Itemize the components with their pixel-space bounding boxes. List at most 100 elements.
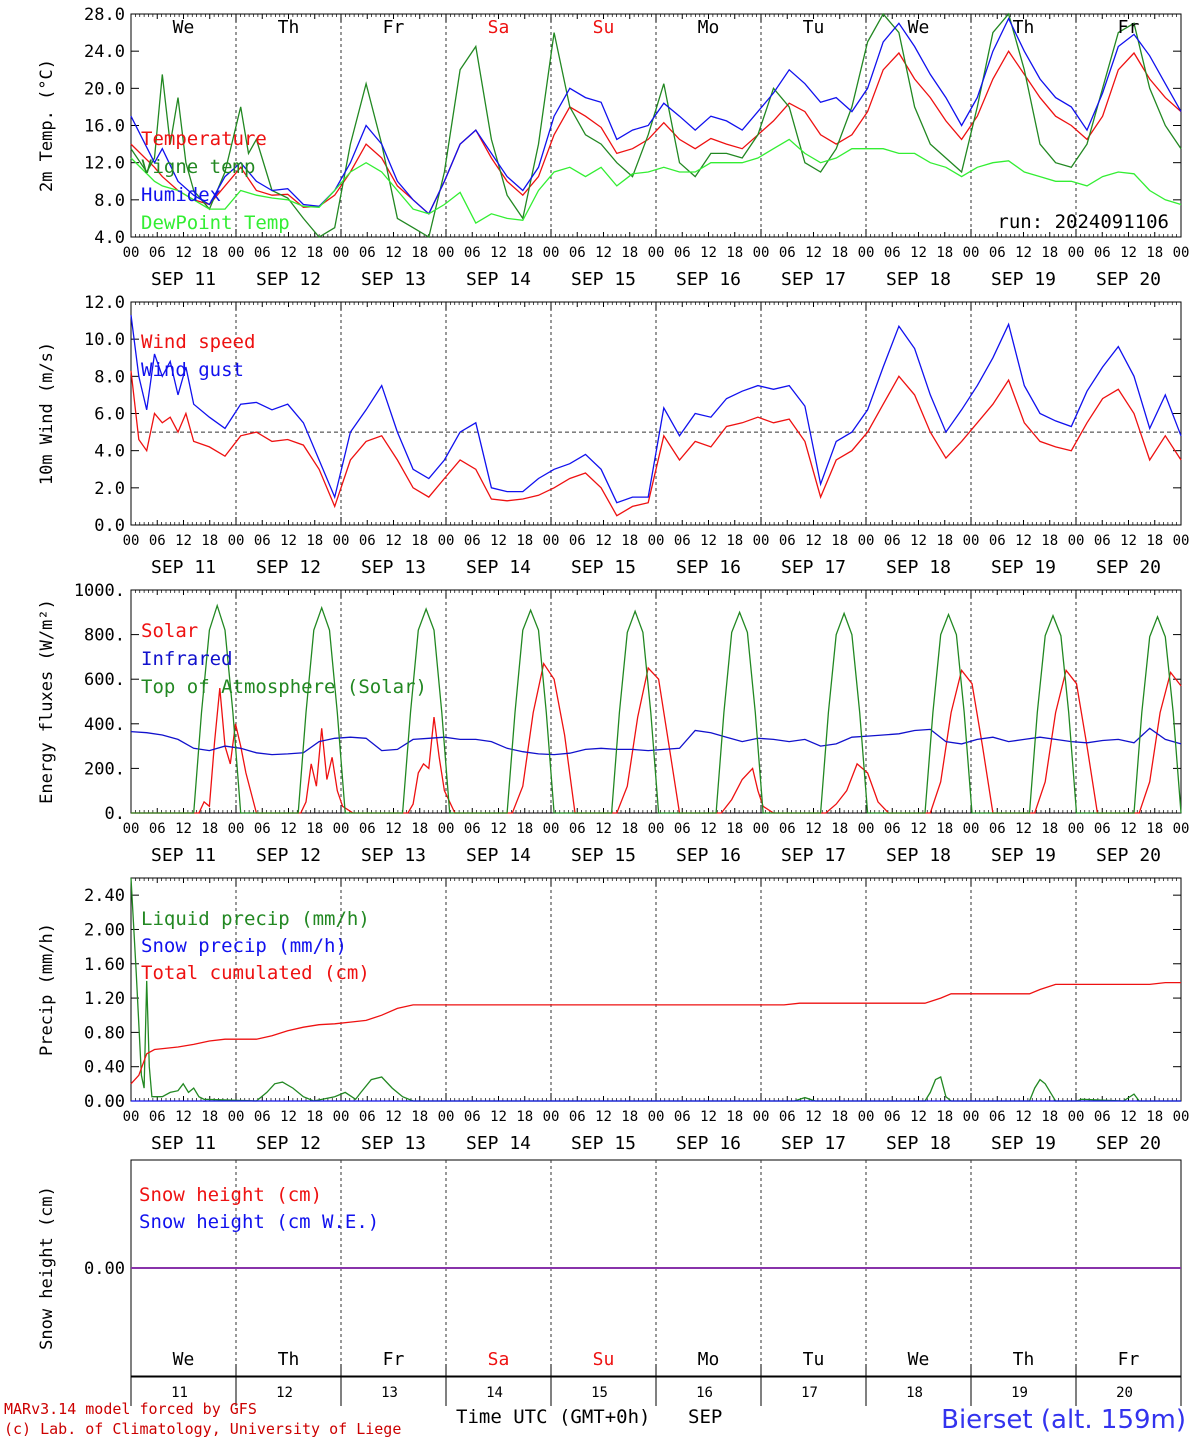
y-tick-label: 12.0 xyxy=(84,293,125,313)
hour-tick-label: 12 xyxy=(805,821,822,837)
hour-tick-label: 12 xyxy=(910,821,927,837)
day-name-label: Su xyxy=(593,1349,615,1370)
date-label: SEP 19 xyxy=(991,845,1056,866)
hour-tick-label: 00 xyxy=(963,533,980,549)
hour-tick-label: 06 xyxy=(569,245,586,261)
y-axis-label: 2m Temp. (°C) xyxy=(37,59,57,192)
date-label: SEP 18 xyxy=(886,845,951,866)
hour-tick-label: 00 xyxy=(543,533,560,549)
y-tick-label: 0.00 xyxy=(84,1259,125,1279)
y-tick-label: 16.0 xyxy=(84,117,125,137)
hour-tick-label: 00 xyxy=(123,821,140,837)
legend-entry: Vigne temp xyxy=(141,156,255,178)
hour-tick-label: 12 xyxy=(385,533,402,549)
y-tick-label: 800. xyxy=(84,626,125,646)
y-tick-label: 400. xyxy=(84,715,125,735)
hour-tick-label: 06 xyxy=(149,533,166,549)
hour-tick-label: 06 xyxy=(464,821,481,837)
day-number-label: 12 xyxy=(276,1385,293,1401)
series-line-energy-2 xyxy=(131,603,1182,814)
hour-tick-label: 00 xyxy=(648,245,665,261)
hour-tick-label: 18 xyxy=(411,245,428,261)
day-number-label: 20 xyxy=(1116,1385,1133,1401)
y-axis-label: Snow height (cm) xyxy=(37,1186,57,1350)
legend-entry: Total cumulated (cm) xyxy=(141,962,370,984)
date-label: SEP 14 xyxy=(466,845,531,866)
day-name-label: Mo xyxy=(698,1349,720,1370)
legend-entry: Top of Atmosphere (Solar) xyxy=(141,676,427,698)
date-label: SEP 17 xyxy=(781,1133,846,1154)
hour-tick-label: 00 xyxy=(438,245,455,261)
hour-tick-label: 18 xyxy=(306,533,323,549)
plot-frame xyxy=(130,301,1182,526)
y-tick-label: 0.40 xyxy=(84,1058,125,1078)
y-tick-label: 200. xyxy=(84,759,125,779)
hour-tick-label: 18 xyxy=(201,1109,218,1125)
hour-tick-label: 06 xyxy=(149,821,166,837)
day-number-label: 17 xyxy=(801,1385,818,1401)
hour-tick-label: 06 xyxy=(884,245,901,261)
hour-tick-label: 00 xyxy=(1068,245,1085,261)
date-label: SEP 19 xyxy=(991,269,1056,290)
date-label: SEP 18 xyxy=(886,557,951,578)
hour-tick-label: 12 xyxy=(1015,1109,1032,1125)
hour-tick-label: 12 xyxy=(595,821,612,837)
hour-tick-label: 00 xyxy=(1068,1109,1085,1125)
date-label: SEP 19 xyxy=(991,1133,1056,1154)
hour-tick-label: 06 xyxy=(149,1109,166,1125)
hour-tick-label: 12 xyxy=(910,533,927,549)
hour-tick-label: 18 xyxy=(1146,821,1163,837)
hour-tick-label: 12 xyxy=(490,1109,507,1125)
hour-tick-label: 06 xyxy=(1094,1109,1111,1125)
hour-tick-label: 06 xyxy=(779,245,796,261)
hour-tick-label: 00 xyxy=(333,1109,350,1125)
day-name-label: We xyxy=(908,17,930,38)
date-label: SEP 14 xyxy=(466,1133,531,1154)
panel-snow: 0.00 Snow height (cm) Snow height (cm) Snow… xyxy=(37,1159,1182,1406)
date-label: SEP 12 xyxy=(256,557,321,578)
date-label: SEP 20 xyxy=(1096,269,1161,290)
hour-tick-label: 00 xyxy=(1173,245,1190,261)
hour-tick-label: 06 xyxy=(359,533,376,549)
hour-tick-label: 18 xyxy=(306,1109,323,1125)
day-name-label: Fr xyxy=(383,1349,405,1370)
hour-tick-label: 18 xyxy=(936,245,953,261)
day-name-label: We xyxy=(173,1349,195,1370)
panel-precip: 0.00 0.40 0.80 1.20 1.60 2.00 2.40 Precip (mm/h… xyxy=(37,877,1189,1154)
day-name-label: Tu xyxy=(803,1349,825,1370)
y-axis-label: 10m Wind (m/s) xyxy=(37,342,57,485)
hour-tick-label: 00 xyxy=(543,821,560,837)
hour-tick-label: 12 xyxy=(595,1109,612,1125)
hour-tick-label: 12 xyxy=(1015,245,1032,261)
y-tick-label: 1000. xyxy=(74,581,125,601)
series-line-temperature-2 xyxy=(130,17,1182,215)
legend-entry: Humidex xyxy=(141,184,221,206)
hour-tick-label: 06 xyxy=(569,821,586,837)
date-label: SEP 11 xyxy=(151,269,216,290)
y-tick-label: 600. xyxy=(84,670,125,690)
plot-frame xyxy=(130,13,1182,238)
legend-entry: Wind speed xyxy=(141,331,255,353)
hour-tick-label: 18 xyxy=(831,245,848,261)
y-tick-label: 0.80 xyxy=(84,1023,125,1043)
hour-tick-label: 18 xyxy=(621,1109,638,1125)
day-name-label: Su xyxy=(593,17,615,38)
day-name-label: Sa xyxy=(488,17,510,38)
hour-tick-label: 12 xyxy=(175,533,192,549)
hour-tick-label: 06 xyxy=(674,533,691,549)
hour-tick-label: 18 xyxy=(726,1109,743,1125)
hour-tick-label: 18 xyxy=(306,245,323,261)
hour-tick-label: 00 xyxy=(858,821,875,837)
hour-tick-label: 12 xyxy=(910,245,927,261)
hour-tick-label: 18 xyxy=(726,533,743,549)
hour-tick-label: 06 xyxy=(674,821,691,837)
hour-tick-label: 06 xyxy=(1094,821,1111,837)
date-label: SEP 17 xyxy=(781,845,846,866)
hour-tick-label: 18 xyxy=(201,245,218,261)
hour-tick-label: 00 xyxy=(753,533,770,549)
station-name: Bierset (alt. 159m) xyxy=(941,1405,1186,1435)
date-label: SEP 16 xyxy=(676,269,741,290)
hour-tick-label: 12 xyxy=(175,821,192,837)
footer-model-line: MARv3.14 model forced by GFS xyxy=(4,1400,257,1418)
hour-tick-label: 00 xyxy=(648,533,665,549)
